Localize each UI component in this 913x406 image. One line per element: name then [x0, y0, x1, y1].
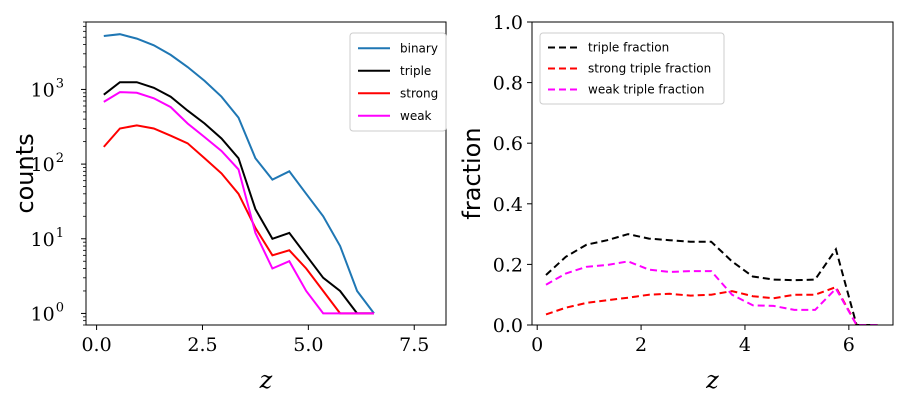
legend: binary triple strong weak: [349, 32, 447, 132]
x-tick-label: 0: [531, 334, 543, 356]
x-tick-label: 5.0: [293, 334, 323, 356]
legend-label: weak: [400, 109, 432, 123]
x-axis-label: z: [705, 366, 719, 394]
series-line-weak: [103, 91, 374, 315]
x-tick-label: 6: [843, 334, 855, 356]
y-tick-label: 1.0: [493, 12, 523, 34]
counts-chart: 0.0 2.5 5.0 7.5100101102103zcountsbinarytri…: [11, 21, 447, 394]
legend-label: triple: [400, 64, 431, 78]
y-tick-label: 0.6: [493, 133, 523, 155]
legend-label: strong: [400, 86, 438, 100]
y-axis-label: counts: [11, 133, 39, 213]
plot-area: [545, 233, 878, 325]
axes-frame: [85, 21, 447, 326]
legend-label: triple fraction: [588, 41, 669, 55]
series-line-weak-triple-fraction: [545, 260, 878, 325]
legend-label: strong triple fraction: [588, 62, 711, 76]
plot-area: [103, 33, 375, 315]
series-line-triple-fraction: [545, 233, 878, 325]
x-tick-label: 2: [635, 334, 647, 356]
y-tick-label: 0.4: [493, 194, 523, 216]
x-tick-label: 7.5: [399, 334, 429, 356]
y-tick-label: 0.0: [493, 315, 523, 337]
legend: triple fraction strong triple fraction wea…: [539, 32, 725, 105]
legend-label: binary: [400, 41, 438, 55]
y-tick-label: 0.8: [493, 73, 523, 95]
x-axis-label: z: [259, 366, 273, 394]
y-tick-label: 0.2: [493, 254, 523, 276]
x-tick-label: 0.0: [81, 334, 111, 356]
x-tick-label: 2.5: [187, 334, 217, 356]
axes-frame: [531, 21, 894, 326]
x-tick-label: 4: [739, 334, 751, 356]
legend-box: [539, 32, 725, 105]
legend-box: [349, 32, 447, 132]
series-line-triple: [103, 81, 374, 315]
y-axis-label: fraction: [458, 127, 486, 219]
legend-label: weak triple fraction: [588, 83, 705, 97]
series-line-strong: [103, 124, 374, 315]
series-line-strong-triple-fraction: [545, 285, 878, 325]
fraction-chart: 0 2 4 6 0.0 0.2 0.4 0.6 0.8 1.0 z fraction triple fr…: [458, 12, 894, 394]
series-line-binary: [103, 33, 375, 315]
